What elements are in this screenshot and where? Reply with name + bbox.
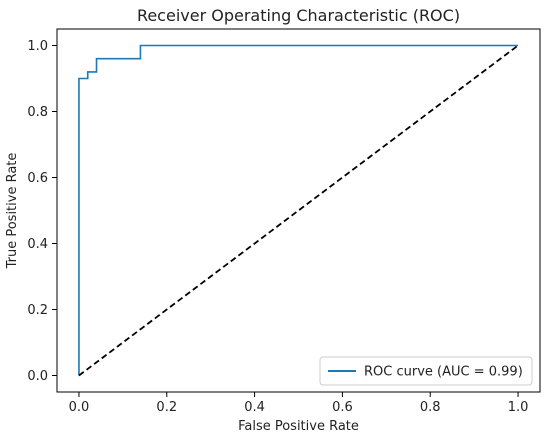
x-tick-label: 1.0 xyxy=(508,400,529,415)
plot-frame xyxy=(56,28,541,393)
x-tick-label: 0.4 xyxy=(244,400,265,415)
x-axis-label: False Positive Rate xyxy=(238,419,359,434)
axis-ticks: 0.0 0.2 0.4 0.6 0.8 1.0 0.0 0.2 0.4 0.6 0.8 1.0 xyxy=(27,39,528,415)
y-axis-label: True Positive Rate xyxy=(5,153,20,270)
y-tick-label: 0.4 xyxy=(27,237,48,252)
y-tick-label: 0.2 xyxy=(27,303,48,318)
legend: ROC curve (AUC = 0.99) xyxy=(319,356,533,386)
x-tick-label: 0.8 xyxy=(420,400,441,415)
y-tick-label: 0.6 xyxy=(27,171,48,186)
plot-area xyxy=(78,44,519,377)
legend-box xyxy=(319,356,533,386)
roc-curve-line xyxy=(78,44,519,376)
legend-entry-roc-curve: ROC curve (AUC = 0.99) xyxy=(364,365,523,380)
x-tick-label: 0.0 xyxy=(69,400,90,415)
x-tick-label: 0.2 xyxy=(156,400,177,415)
y-tick-label: 0.8 xyxy=(27,105,48,120)
y-tick-label: 1.0 xyxy=(27,39,48,54)
random-classifier-diagonal-line xyxy=(78,44,519,377)
chart-title: Receiver Operating Characteristic (ROC) xyxy=(137,6,460,25)
y-tick-label: 0.0 xyxy=(27,369,48,384)
x-tick-label: 0.6 xyxy=(332,400,353,415)
